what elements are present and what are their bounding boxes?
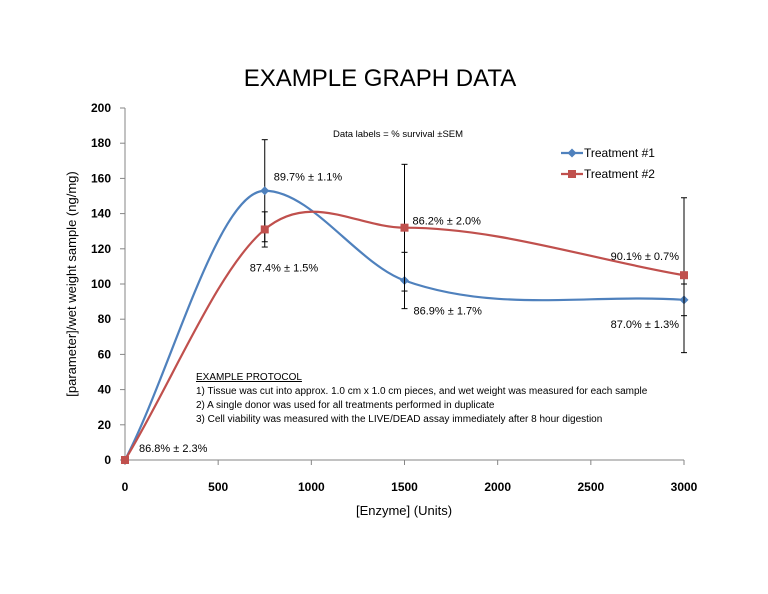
y-tick-label: 120 bbox=[91, 242, 111, 256]
y-tick-label: 160 bbox=[91, 171, 111, 185]
legend-label: Treatment #2 bbox=[584, 167, 655, 181]
data-label: 87.0% ± 1.3% bbox=[611, 319, 680, 331]
data-point bbox=[400, 223, 409, 232]
y-tick-label: 80 bbox=[98, 312, 112, 326]
series-2: 87.4% ± 1.5% 86.2% ± 2.0% 90.1% ± 0.7% bbox=[121, 163, 688, 464]
y-tick-label: 140 bbox=[91, 207, 111, 221]
data-point bbox=[680, 271, 688, 280]
x-tick-label: 1000 bbox=[298, 480, 325, 494]
legend-marker bbox=[568, 170, 576, 178]
data-point bbox=[121, 456, 129, 464]
data-label: 90.1% ± 0.7% bbox=[611, 251, 680, 263]
y-tick-label: 40 bbox=[98, 383, 112, 397]
data-label-note: Data labels = % survival ±SEM bbox=[333, 129, 463, 140]
protocol-heading: EXAMPLE PROTOCOL bbox=[196, 372, 302, 383]
y-tick-label: 100 bbox=[91, 277, 111, 291]
series-layer: 86.8% ± 2.3% 89.7% ± 1.1% 86.9% ± 1.7% 87.0… bbox=[120, 139, 689, 465]
y-tick-label: 20 bbox=[98, 418, 112, 432]
series-line bbox=[124, 210, 685, 461]
data-point bbox=[260, 225, 269, 234]
legend-label: Treatment #1 bbox=[584, 146, 655, 160]
x-axis-label: [Enzyme] (Units) bbox=[356, 503, 452, 518]
y-tick-label: 180 bbox=[91, 136, 111, 150]
legend-item-2: Treatment #2 bbox=[561, 167, 655, 181]
y-axis-label: [parameter]/wet weight sample (ng/mg) bbox=[64, 171, 79, 396]
y-tick-label: 200 bbox=[91, 101, 111, 115]
x-tick-label: 3000 bbox=[671, 480, 698, 494]
x-tick-label: 1500 bbox=[391, 480, 418, 494]
data-label: 86.9% ± 1.7% bbox=[414, 305, 483, 317]
x-tick-label: 2500 bbox=[577, 480, 604, 494]
x-tick-label: 500 bbox=[208, 480, 228, 494]
y-tick-label: 60 bbox=[98, 347, 112, 361]
x-tick-label: 0 bbox=[122, 480, 129, 494]
y-tick-label: 0 bbox=[104, 453, 111, 467]
data-point bbox=[260, 186, 270, 196]
legend-marker bbox=[567, 148, 577, 158]
data-label: 89.7% ± 1.1% bbox=[274, 172, 343, 184]
series-line bbox=[124, 189, 685, 461]
data-label: 86.8% ± 2.3% bbox=[139, 443, 208, 455]
chart-title: EXAMPLE GRAPH DATA bbox=[244, 65, 517, 92]
data-label: 87.4% ± 1.5% bbox=[250, 262, 319, 274]
series-1: 86.8% ± 2.3% 89.7% ± 1.1% 86.9% ± 1.7% 87.0… bbox=[120, 139, 689, 465]
x-tick-label: 2000 bbox=[484, 480, 511, 494]
protocol-line: 2) A single donor was used for all treat… bbox=[196, 400, 495, 411]
protocol-annotation: EXAMPLE PROTOCOL 1) Tissue was cut into a… bbox=[196, 372, 648, 425]
data-label: 86.2% ± 2.0% bbox=[413, 216, 482, 228]
legend: Treatment #1 Treatment #2 bbox=[561, 146, 655, 181]
legend-item-1: Treatment #1 bbox=[561, 146, 655, 160]
protocol-line: 1) Tissue was cut into approx. 1.0 cm x … bbox=[196, 386, 648, 397]
protocol-line: 3) Cell viability was measured with the … bbox=[196, 414, 602, 425]
